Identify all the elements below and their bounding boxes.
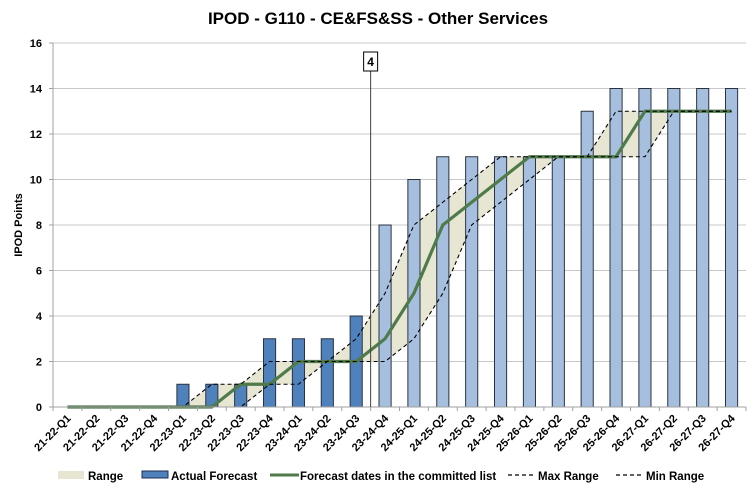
legend-label-actual-forecast: Actual Forecast xyxy=(171,471,257,483)
y-tick-labels: 0 2 4 6 8 10 12 14 16 xyxy=(30,38,53,414)
bar xyxy=(262,338,277,408)
bar xyxy=(493,156,508,408)
bar xyxy=(696,88,710,408)
chart-title: IPOD - G110 - CE&FS&SS - Other Services xyxy=(208,9,548,28)
current-marker-label: 4 xyxy=(367,55,374,69)
bar xyxy=(522,156,537,408)
bar xyxy=(465,156,479,408)
y-tick-label: 16 xyxy=(30,38,42,50)
legend-label-forecast-line: Forecast dates in the committed list xyxy=(300,471,496,483)
bar xyxy=(667,88,681,408)
bar xyxy=(378,224,392,408)
legend-label-max-range: Max Range xyxy=(538,471,599,483)
y-tick-label: 0 xyxy=(36,402,42,414)
bar xyxy=(638,88,652,408)
y-tick-label: 6 xyxy=(36,266,42,278)
legend-swatch-actual-forecast xyxy=(141,470,169,479)
bar xyxy=(724,88,739,408)
y-tick-label: 14 xyxy=(30,84,43,96)
y-tick-label: 12 xyxy=(30,129,42,141)
y-tick-label: 10 xyxy=(30,175,42,187)
range-band xyxy=(67,111,732,407)
min-range-line xyxy=(67,110,732,408)
legend: Range Actual Forecast Forecast dates in … xyxy=(58,470,704,483)
bar xyxy=(291,338,306,408)
y-tick-label: 4 xyxy=(36,311,43,323)
y-axis-title: IPOD Points xyxy=(13,193,25,257)
legend-label-min-range: Min Range xyxy=(646,471,704,483)
legend-label-range: Range xyxy=(88,471,123,483)
y-tick-label: 8 xyxy=(36,220,42,232)
legend-swatch-range xyxy=(58,471,84,479)
bar xyxy=(609,88,623,408)
bar xyxy=(551,156,565,408)
range-area xyxy=(67,111,732,407)
current-marker: 4 xyxy=(363,51,379,407)
y-tick-label: 2 xyxy=(36,357,42,369)
current-marker-box xyxy=(363,51,379,72)
x-tick-labels: 21-22-Q121-22-Q221-22-Q321-22-Q422-23-Q1… xyxy=(32,412,738,454)
max-range-line xyxy=(67,110,732,408)
bar xyxy=(320,338,334,408)
